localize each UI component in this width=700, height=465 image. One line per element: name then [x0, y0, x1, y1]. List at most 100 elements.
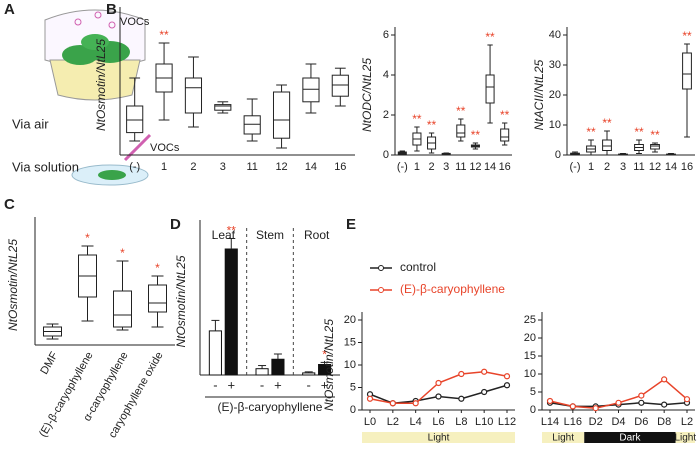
voc-dot — [94, 11, 102, 19]
legend-label: (E)-β-caryophyllene — [400, 282, 505, 296]
point — [661, 376, 668, 383]
phase-bar — [542, 432, 585, 443]
x-tick-label: 2 — [429, 161, 435, 173]
box — [485, 74, 495, 104]
point — [481, 368, 488, 375]
y-tick-label: 20 — [344, 314, 356, 326]
y-tick-label: 10 — [524, 368, 536, 380]
x-tick-label: 14 — [305, 161, 317, 173]
x-axis-label: (E)-β-caryophyllene — [218, 400, 323, 414]
x-tick-label: (-) — [129, 161, 140, 173]
y-axis-label: NtOsmotin/NtL25 — [322, 319, 336, 411]
significance: * — [322, 348, 327, 362]
point — [389, 400, 396, 407]
x-tick-label: 2 — [190, 161, 196, 173]
x-tick-label: D2 — [589, 416, 603, 428]
y-tick-label: 0 — [555, 149, 561, 161]
x-tick-label: 16 — [681, 161, 693, 173]
panel-label: C — [4, 196, 15, 213]
significance: ** — [159, 28, 169, 42]
point — [503, 373, 511, 380]
x-tick-label: 11 — [633, 161, 644, 173]
y-tick-label: 0 — [383, 149, 389, 161]
y-axis-label: NtOsmotin/NtL25 — [94, 39, 108, 131]
box — [243, 115, 261, 135]
x-tick-label: L2 — [387, 416, 399, 428]
bar — [208, 330, 222, 376]
significance: ** — [456, 104, 466, 118]
y-tick-label: 6 — [383, 29, 389, 41]
legend-label: control — [400, 260, 436, 274]
significance: ** — [427, 118, 437, 132]
series-label: - — [307, 377, 311, 392]
significance: ** — [650, 128, 660, 142]
x-tick-label: L14 — [541, 416, 559, 428]
y-tick-label: 40 — [549, 29, 561, 41]
series-label: - — [213, 377, 217, 392]
voc-dot — [74, 18, 82, 26]
tag: VOCs — [120, 16, 150, 28]
y-tick-label: 15 — [344, 336, 356, 348]
y-axis-label: NtODC/NtL25 — [360, 58, 374, 132]
point — [412, 400, 419, 407]
y-axis-label: NtOsmotin/NtL25 — [6, 239, 20, 331]
significance: ** — [634, 125, 644, 139]
point — [683, 396, 691, 403]
pot — [49, 59, 141, 101]
panel-label: E — [346, 216, 356, 233]
phase-label: Dark — [619, 433, 641, 444]
leaf — [98, 170, 126, 180]
point — [546, 397, 554, 405]
bar — [271, 358, 285, 376]
x-tick-label: 11 — [455, 161, 466, 173]
phase-label: Light — [428, 433, 450, 444]
box — [331, 74, 349, 97]
significance: ** — [602, 116, 612, 130]
point — [481, 388, 488, 396]
point — [458, 395, 465, 402]
point — [435, 393, 442, 400]
box — [184, 77, 203, 114]
x-tick-label: L2 — [681, 416, 693, 428]
y-tick-label: 25 — [524, 314, 536, 326]
y-tick-label: 4 — [383, 69, 389, 81]
series-label: - — [260, 377, 264, 392]
x-tick-label: D8 — [657, 416, 671, 428]
panel-label: B — [106, 1, 117, 18]
y-tick-label: 10 — [549, 119, 561, 131]
y-tick-label: 30 — [549, 59, 561, 71]
x-tick-label: (-) — [570, 161, 581, 173]
point — [503, 382, 511, 389]
significance: ** — [412, 112, 422, 126]
x-tick-label: 14 — [665, 161, 677, 173]
phase-bar — [362, 432, 515, 443]
box — [302, 77, 320, 103]
y-tick-label: 10 — [344, 359, 356, 371]
y-axis-label: NtOsmotin/NtL25 — [174, 255, 188, 347]
significance: ** — [471, 128, 481, 142]
leaf — [81, 34, 109, 50]
phase-bar — [584, 432, 676, 443]
box — [126, 105, 144, 134]
group-label: Root — [304, 228, 330, 242]
box — [214, 104, 232, 111]
x-tick-label: D6 — [634, 416, 648, 428]
point — [592, 405, 599, 412]
x-tick-label: (-) — [397, 161, 408, 173]
x-tick-label: 3 — [443, 161, 449, 173]
x-tick-label: 12 — [275, 161, 287, 173]
leaf — [62, 45, 98, 65]
significance: ** — [485, 30, 495, 44]
box — [500, 128, 510, 142]
point — [615, 399, 622, 406]
significance: * — [85, 231, 90, 245]
point — [638, 392, 645, 399]
legend-marker — [378, 287, 384, 293]
method: Via solution — [12, 159, 79, 174]
significance: ** — [227, 224, 237, 238]
box — [272, 91, 291, 139]
x-tick-label: L12 — [498, 416, 516, 428]
group-label: Stem — [256, 228, 284, 242]
tag: VOCs — [150, 142, 180, 154]
